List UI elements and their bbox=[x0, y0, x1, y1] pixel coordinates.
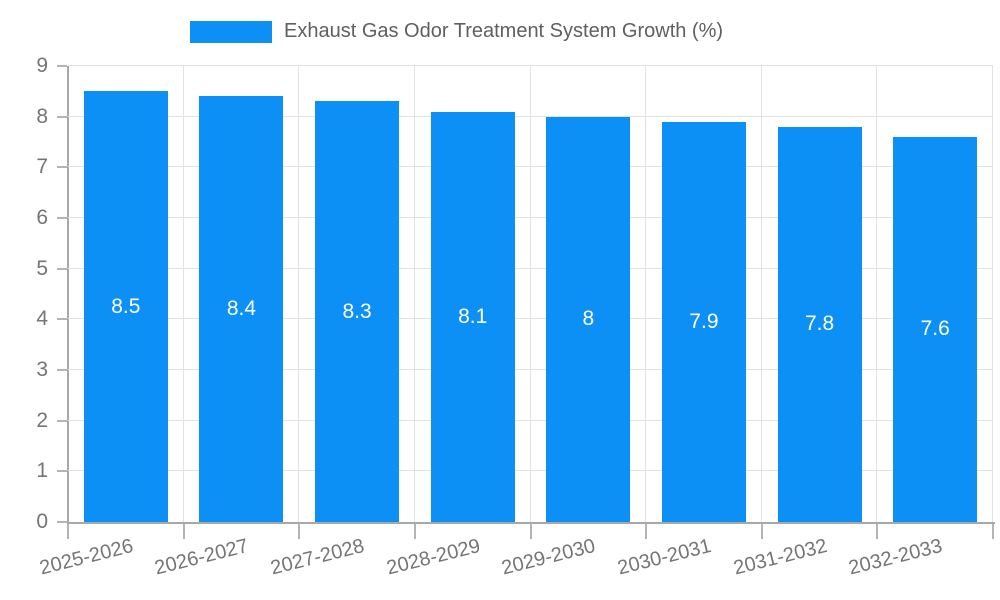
y-axis-tick bbox=[57, 419, 67, 422]
bar[interactable]: 8.4 bbox=[199, 96, 284, 522]
bar-value-label: 7.8 bbox=[804, 312, 835, 336]
legend-swatch-icon bbox=[190, 20, 272, 43]
y-axis-tick bbox=[57, 115, 67, 118]
y-axis-tick-label: 2 bbox=[36, 408, 48, 432]
y-axis-tick-label: 3 bbox=[36, 358, 48, 381]
bar-value-label: 7.6 bbox=[920, 317, 950, 341]
gridline-vertical bbox=[760, 66, 762, 522]
bar[interactable]: 8.3 bbox=[315, 101, 400, 522]
legend[interactable]: Exhaust Gas Odor Treatment System Growth… bbox=[190, 20, 723, 43]
y-axis-tick bbox=[57, 521, 67, 523]
x-axis-tick bbox=[529, 524, 532, 539]
y-axis-tick bbox=[57, 65, 67, 67]
bar-value-label: 8.4 bbox=[226, 297, 257, 321]
legend-label: Exhaust Gas Odor Treatment System Growth… bbox=[284, 20, 724, 42]
y-axis-tick bbox=[57, 166, 67, 169]
y-axis-tick bbox=[57, 267, 67, 270]
y-axis-tick-label: 7 bbox=[36, 155, 48, 179]
y-axis-tick-label: 4 bbox=[36, 307, 48, 331]
y-axis-line bbox=[67, 66, 69, 524]
gridline-horizontal bbox=[68, 419, 993, 421]
bar[interactable]: 7.8 bbox=[777, 126, 862, 522]
x-axis-tick bbox=[182, 524, 185, 539]
y-axis-tick bbox=[57, 470, 67, 473]
x-axis-tick bbox=[298, 524, 301, 539]
gridline-vertical bbox=[876, 66, 878, 522]
plot-area: 8.5 8.4 8.3 8.1 8 7.9 7.8 7.6 bbox=[68, 65, 993, 522]
bar-value-label: 8.1 bbox=[458, 304, 488, 328]
y-axis-tick-label: 1 bbox=[36, 459, 48, 483]
bar-value-label: 8 bbox=[582, 307, 595, 331]
x-axis-tick bbox=[645, 524, 648, 539]
y-axis-tick bbox=[57, 369, 67, 371]
y-axis-tick-label: 5 bbox=[36, 256, 48, 280]
bar[interactable]: 8 bbox=[546, 116, 631, 522]
gridline-vertical bbox=[645, 66, 647, 522]
y-axis-tick-label: 6 bbox=[36, 206, 48, 229]
x-axis-line bbox=[67, 522, 995, 524]
gridline-horizontal bbox=[68, 470, 993, 472]
gridline-vertical bbox=[529, 66, 531, 522]
y-axis-tick bbox=[57, 318, 67, 321]
gridline-horizontal bbox=[68, 217, 993, 218]
gridline-vertical bbox=[298, 66, 300, 522]
x-axis-tick bbox=[992, 524, 994, 539]
gridline-horizontal bbox=[68, 318, 993, 320]
y-axis-tick-label: 0 bbox=[36, 510, 48, 533]
y-axis-tick-label: 9 bbox=[36, 54, 48, 77]
bar-value-label: 8.3 bbox=[342, 299, 372, 323]
bar-value-label: 8.5 bbox=[111, 294, 141, 318]
gridline-vertical bbox=[182, 66, 184, 522]
x-axis-tick bbox=[760, 524, 763, 539]
x-axis-tick bbox=[413, 524, 416, 539]
gridline-horizontal bbox=[68, 65, 993, 66]
gridline-horizontal bbox=[68, 267, 993, 269]
bar[interactable]: 8.1 bbox=[430, 111, 515, 522]
bar-value-label: 7.9 bbox=[689, 309, 719, 333]
gridline-vertical bbox=[413, 66, 415, 522]
gridline-horizontal bbox=[68, 369, 993, 370]
gridline-horizontal bbox=[68, 115, 993, 117]
gridline-vertical bbox=[992, 66, 993, 522]
x-axis-tick bbox=[876, 524, 879, 539]
gridline-horizontal bbox=[68, 166, 993, 168]
bar[interactable]: 8.5 bbox=[83, 91, 168, 522]
bar[interactable]: 7.6 bbox=[893, 136, 978, 522]
y-axis-tick-label: 8 bbox=[36, 104, 48, 128]
x-axis-tick bbox=[67, 524, 69, 539]
y-axis-tick bbox=[57, 217, 67, 219]
bar[interactable]: 7.9 bbox=[661, 121, 746, 522]
